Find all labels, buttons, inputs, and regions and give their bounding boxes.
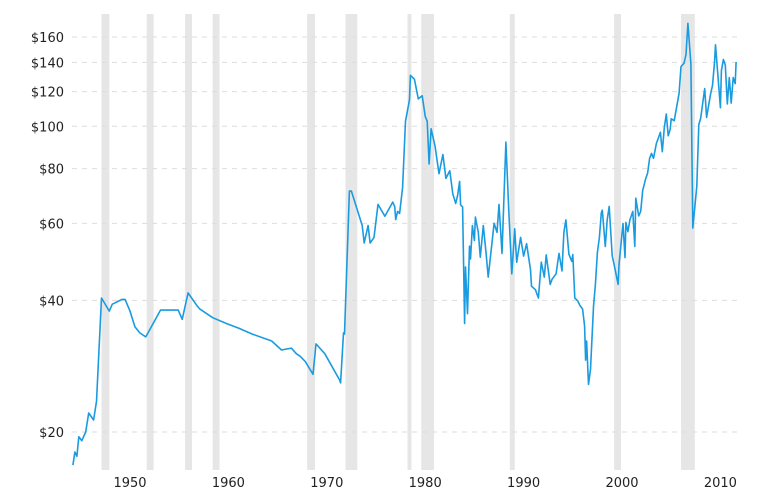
shaded-band	[212, 14, 220, 470]
y-tick-label: $40	[39, 294, 64, 309]
y-axis-labels: $20 $40 $60 $80 $100 $120 $140 $160	[31, 31, 64, 441]
x-axis-labels: 1950 1960 1970 1980 1990 2000 2010	[113, 476, 736, 491]
y-tick-label: $120	[31, 86, 64, 101]
y-tick-label: $100	[31, 120, 64, 135]
shaded-band	[681, 14, 695, 470]
shaded-band	[509, 14, 515, 470]
x-tick-label: 1980	[409, 476, 442, 491]
shaded-band	[101, 14, 110, 470]
gridlines	[72, 36, 737, 433]
y-tick-label: $80	[39, 163, 64, 178]
x-tick-label: 1990	[507, 476, 540, 491]
shaded-band	[421, 14, 435, 470]
shaded-band	[185, 14, 192, 470]
shaded-band	[307, 14, 315, 470]
shaded-band	[614, 14, 622, 470]
y-tick-label: $140	[31, 56, 64, 71]
x-tick-label: 1950	[113, 476, 146, 491]
x-tick-label: 2000	[605, 476, 638, 491]
shaded-band	[146, 14, 154, 470]
shaded-band	[407, 14, 412, 470]
price-line	[72, 22, 737, 466]
x-tick-label: 1970	[310, 476, 343, 491]
x-tick-label: 1960	[212, 476, 245, 491]
y-tick-label: $60	[39, 217, 64, 232]
x-tick-label: 2010	[704, 476, 737, 491]
shaded-band	[345, 14, 358, 470]
y-tick-label: $160	[31, 31, 64, 46]
y-tick-label: $20	[39, 426, 64, 441]
